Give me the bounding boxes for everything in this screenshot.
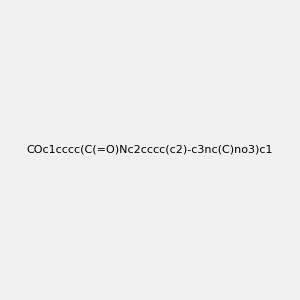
Text: COc1cccc(C(=O)Nc2cccc(c2)-c3nc(C)no3)c1: COc1cccc(C(=O)Nc2cccc(c2)-c3nc(C)no3)c1 [27, 145, 273, 155]
